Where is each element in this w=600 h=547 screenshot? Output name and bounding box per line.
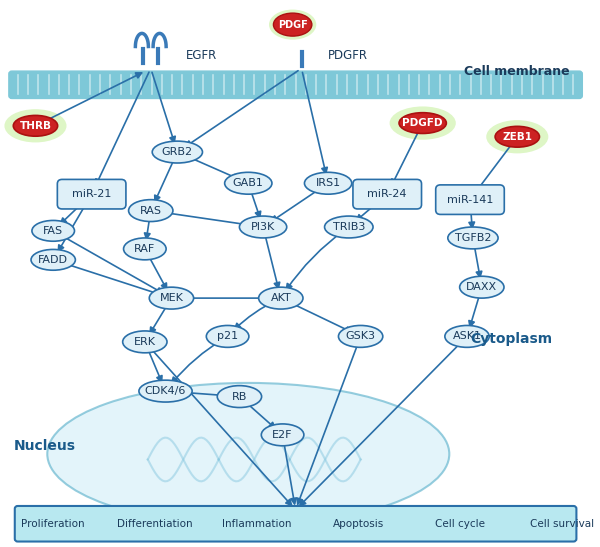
FancyBboxPatch shape bbox=[9, 71, 583, 98]
Ellipse shape bbox=[389, 107, 456, 139]
Ellipse shape bbox=[445, 325, 489, 347]
Text: PI3K: PI3K bbox=[251, 222, 275, 232]
Ellipse shape bbox=[274, 13, 312, 36]
Text: RAF: RAF bbox=[134, 244, 155, 254]
Ellipse shape bbox=[13, 115, 58, 136]
Text: Cell survival: Cell survival bbox=[530, 519, 593, 529]
Text: EGFR: EGFR bbox=[186, 49, 217, 62]
Text: Cell membrane: Cell membrane bbox=[464, 65, 570, 78]
Ellipse shape bbox=[460, 276, 504, 298]
Ellipse shape bbox=[47, 383, 449, 525]
Text: FADD: FADD bbox=[38, 255, 68, 265]
Text: MEK: MEK bbox=[160, 293, 184, 303]
Text: GAB1: GAB1 bbox=[233, 178, 264, 188]
Text: p21: p21 bbox=[217, 331, 238, 341]
Ellipse shape bbox=[128, 200, 173, 222]
Text: miR-24: miR-24 bbox=[367, 189, 407, 199]
Text: THRB: THRB bbox=[19, 121, 52, 131]
Text: RB: RB bbox=[232, 392, 247, 401]
Ellipse shape bbox=[262, 424, 304, 446]
Ellipse shape bbox=[338, 325, 383, 347]
FancyBboxPatch shape bbox=[15, 506, 577, 542]
FancyBboxPatch shape bbox=[436, 185, 504, 214]
Text: miR-141: miR-141 bbox=[447, 195, 493, 205]
Text: Cell cycle: Cell cycle bbox=[435, 519, 485, 529]
Text: TRIB3: TRIB3 bbox=[332, 222, 365, 232]
Ellipse shape bbox=[206, 325, 249, 347]
Ellipse shape bbox=[224, 172, 272, 194]
Ellipse shape bbox=[149, 287, 194, 309]
Ellipse shape bbox=[259, 287, 303, 309]
Ellipse shape bbox=[152, 141, 202, 163]
FancyBboxPatch shape bbox=[353, 179, 422, 209]
Ellipse shape bbox=[122, 331, 167, 353]
Text: PDGF: PDGF bbox=[278, 20, 308, 30]
Text: Proliferation: Proliferation bbox=[22, 519, 85, 529]
Text: ZEB1: ZEB1 bbox=[502, 132, 532, 142]
Text: ERK: ERK bbox=[134, 337, 156, 347]
Text: Apoptosis: Apoptosis bbox=[332, 519, 384, 529]
Text: Inflammation: Inflammation bbox=[222, 519, 292, 529]
Text: IRS1: IRS1 bbox=[316, 178, 341, 188]
Ellipse shape bbox=[325, 216, 373, 238]
Ellipse shape bbox=[31, 249, 76, 270]
Text: GRB2: GRB2 bbox=[162, 147, 193, 157]
Text: ASK1: ASK1 bbox=[452, 331, 482, 341]
Text: Cytoplasm: Cytoplasm bbox=[470, 332, 553, 346]
Text: Differentiation: Differentiation bbox=[117, 519, 193, 529]
Ellipse shape bbox=[4, 109, 67, 142]
FancyBboxPatch shape bbox=[58, 179, 126, 209]
Ellipse shape bbox=[448, 227, 498, 249]
Ellipse shape bbox=[304, 172, 352, 194]
Text: GSK3: GSK3 bbox=[346, 331, 376, 341]
Text: TGFB2: TGFB2 bbox=[455, 233, 491, 243]
Ellipse shape bbox=[217, 386, 262, 408]
Text: FAS: FAS bbox=[43, 226, 63, 236]
Ellipse shape bbox=[124, 238, 166, 260]
Ellipse shape bbox=[269, 9, 316, 40]
Text: Nucleus: Nucleus bbox=[13, 439, 76, 453]
Text: PDGFR: PDGFR bbox=[328, 49, 368, 62]
Text: CDK4/6: CDK4/6 bbox=[145, 386, 186, 396]
Ellipse shape bbox=[486, 120, 548, 153]
Text: DAXX: DAXX bbox=[466, 282, 497, 292]
Text: miR-21: miR-21 bbox=[72, 189, 112, 199]
Ellipse shape bbox=[399, 113, 446, 133]
Ellipse shape bbox=[239, 216, 287, 238]
Ellipse shape bbox=[32, 220, 74, 241]
Ellipse shape bbox=[495, 126, 539, 147]
Text: AKT: AKT bbox=[271, 293, 291, 303]
Text: RAS: RAS bbox=[140, 206, 162, 216]
Text: E2F: E2F bbox=[272, 430, 293, 440]
Text: PDGFD: PDGFD bbox=[403, 118, 443, 128]
Ellipse shape bbox=[139, 380, 192, 402]
